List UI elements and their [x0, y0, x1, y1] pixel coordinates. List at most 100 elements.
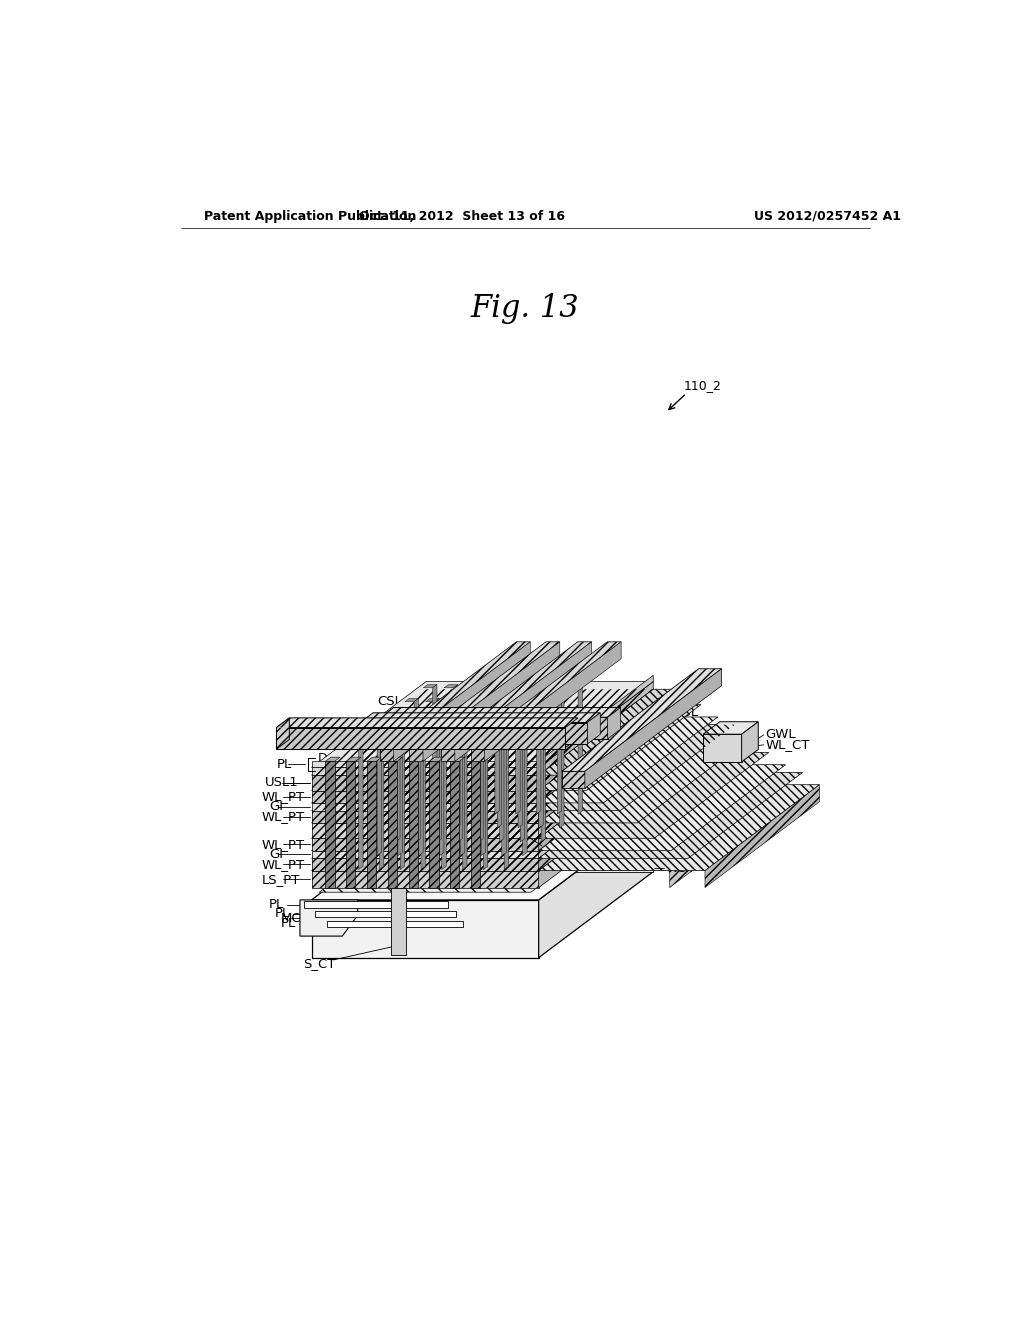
Polygon shape — [516, 685, 520, 814]
Polygon shape — [539, 772, 653, 871]
Polygon shape — [589, 775, 610, 803]
Polygon shape — [554, 764, 567, 767]
Polygon shape — [408, 713, 421, 715]
Text: BL: BL — [390, 715, 407, 729]
Polygon shape — [423, 685, 437, 688]
Polygon shape — [381, 708, 621, 717]
Polygon shape — [311, 871, 539, 887]
Polygon shape — [476, 698, 481, 828]
Polygon shape — [635, 791, 697, 850]
Polygon shape — [646, 796, 720, 858]
Text: WL_CT: WL_CT — [765, 738, 810, 751]
Polygon shape — [592, 764, 606, 767]
Text: WL_PT: WL_PT — [261, 791, 304, 804]
Polygon shape — [658, 796, 741, 871]
Polygon shape — [529, 698, 544, 702]
Polygon shape — [400, 741, 404, 870]
Polygon shape — [531, 713, 546, 715]
Polygon shape — [311, 838, 539, 850]
Polygon shape — [504, 741, 509, 870]
Polygon shape — [537, 685, 541, 814]
Polygon shape — [349, 741, 364, 743]
Polygon shape — [703, 722, 758, 734]
Polygon shape — [367, 758, 382, 762]
Polygon shape — [311, 767, 539, 775]
Polygon shape — [410, 744, 423, 762]
Polygon shape — [507, 685, 520, 688]
Polygon shape — [488, 698, 502, 702]
Polygon shape — [539, 752, 653, 850]
Polygon shape — [471, 762, 480, 887]
Polygon shape — [592, 750, 605, 754]
Polygon shape — [451, 762, 460, 887]
Text: Patent Application Publication: Patent Application Publication — [204, 210, 416, 223]
Polygon shape — [513, 726, 527, 730]
Polygon shape — [360, 722, 588, 744]
Polygon shape — [380, 741, 384, 870]
Text: BL: BL — [452, 713, 468, 726]
Polygon shape — [474, 685, 478, 814]
Polygon shape — [652, 734, 666, 737]
Polygon shape — [446, 698, 460, 702]
Polygon shape — [439, 726, 444, 855]
Text: USL2: USL2 — [457, 693, 490, 706]
Polygon shape — [539, 717, 653, 810]
Polygon shape — [419, 726, 423, 855]
Text: PL: PL — [276, 758, 292, 771]
Polygon shape — [539, 705, 701, 791]
Text: US 2012/0257452 A1: US 2012/0257452 A1 — [755, 210, 901, 223]
Polygon shape — [479, 713, 483, 842]
Polygon shape — [572, 750, 586, 754]
Polygon shape — [388, 758, 402, 762]
Polygon shape — [430, 726, 444, 730]
Polygon shape — [319, 810, 640, 892]
Polygon shape — [490, 713, 504, 715]
Text: D: D — [317, 751, 328, 764]
Polygon shape — [426, 814, 653, 871]
Polygon shape — [311, 681, 653, 767]
Polygon shape — [579, 685, 583, 814]
Text: WL_PT: WL_PT — [261, 838, 304, 851]
Polygon shape — [539, 717, 718, 803]
Polygon shape — [388, 762, 397, 887]
Text: USL1: USL1 — [265, 776, 299, 789]
Polygon shape — [569, 685, 583, 688]
Polygon shape — [578, 767, 588, 791]
Text: WL_PT: WL_PT — [261, 858, 304, 871]
Polygon shape — [500, 713, 504, 842]
Polygon shape — [611, 779, 654, 822]
Polygon shape — [395, 713, 400, 842]
Polygon shape — [539, 681, 653, 775]
Polygon shape — [409, 762, 418, 887]
Polygon shape — [741, 722, 758, 762]
Polygon shape — [624, 784, 676, 838]
Polygon shape — [495, 741, 509, 743]
Polygon shape — [358, 741, 364, 870]
Polygon shape — [311, 775, 539, 791]
Text: Oct. 11, 2012  Sheet 13 of 16: Oct. 11, 2012 Sheet 13 of 16 — [358, 210, 564, 223]
Text: CSL: CSL — [378, 696, 402, 709]
Text: BL: BL — [420, 714, 436, 727]
Polygon shape — [539, 796, 720, 850]
Polygon shape — [311, 762, 539, 767]
Polygon shape — [539, 796, 741, 858]
Polygon shape — [444, 685, 458, 688]
Polygon shape — [449, 713, 463, 715]
Text: PL: PL — [268, 898, 284, 911]
Polygon shape — [550, 698, 564, 702]
Text: USL3: USL3 — [485, 688, 518, 701]
Text: S: S — [544, 842, 552, 855]
Polygon shape — [539, 689, 684, 775]
Polygon shape — [423, 642, 560, 762]
Polygon shape — [539, 784, 676, 822]
Polygon shape — [421, 741, 425, 870]
Polygon shape — [311, 752, 653, 838]
Polygon shape — [539, 779, 632, 803]
Polygon shape — [539, 764, 785, 850]
Polygon shape — [311, 858, 539, 871]
Polygon shape — [470, 713, 483, 715]
Polygon shape — [429, 762, 438, 887]
Polygon shape — [557, 685, 562, 814]
Polygon shape — [311, 764, 653, 850]
Polygon shape — [539, 784, 819, 871]
